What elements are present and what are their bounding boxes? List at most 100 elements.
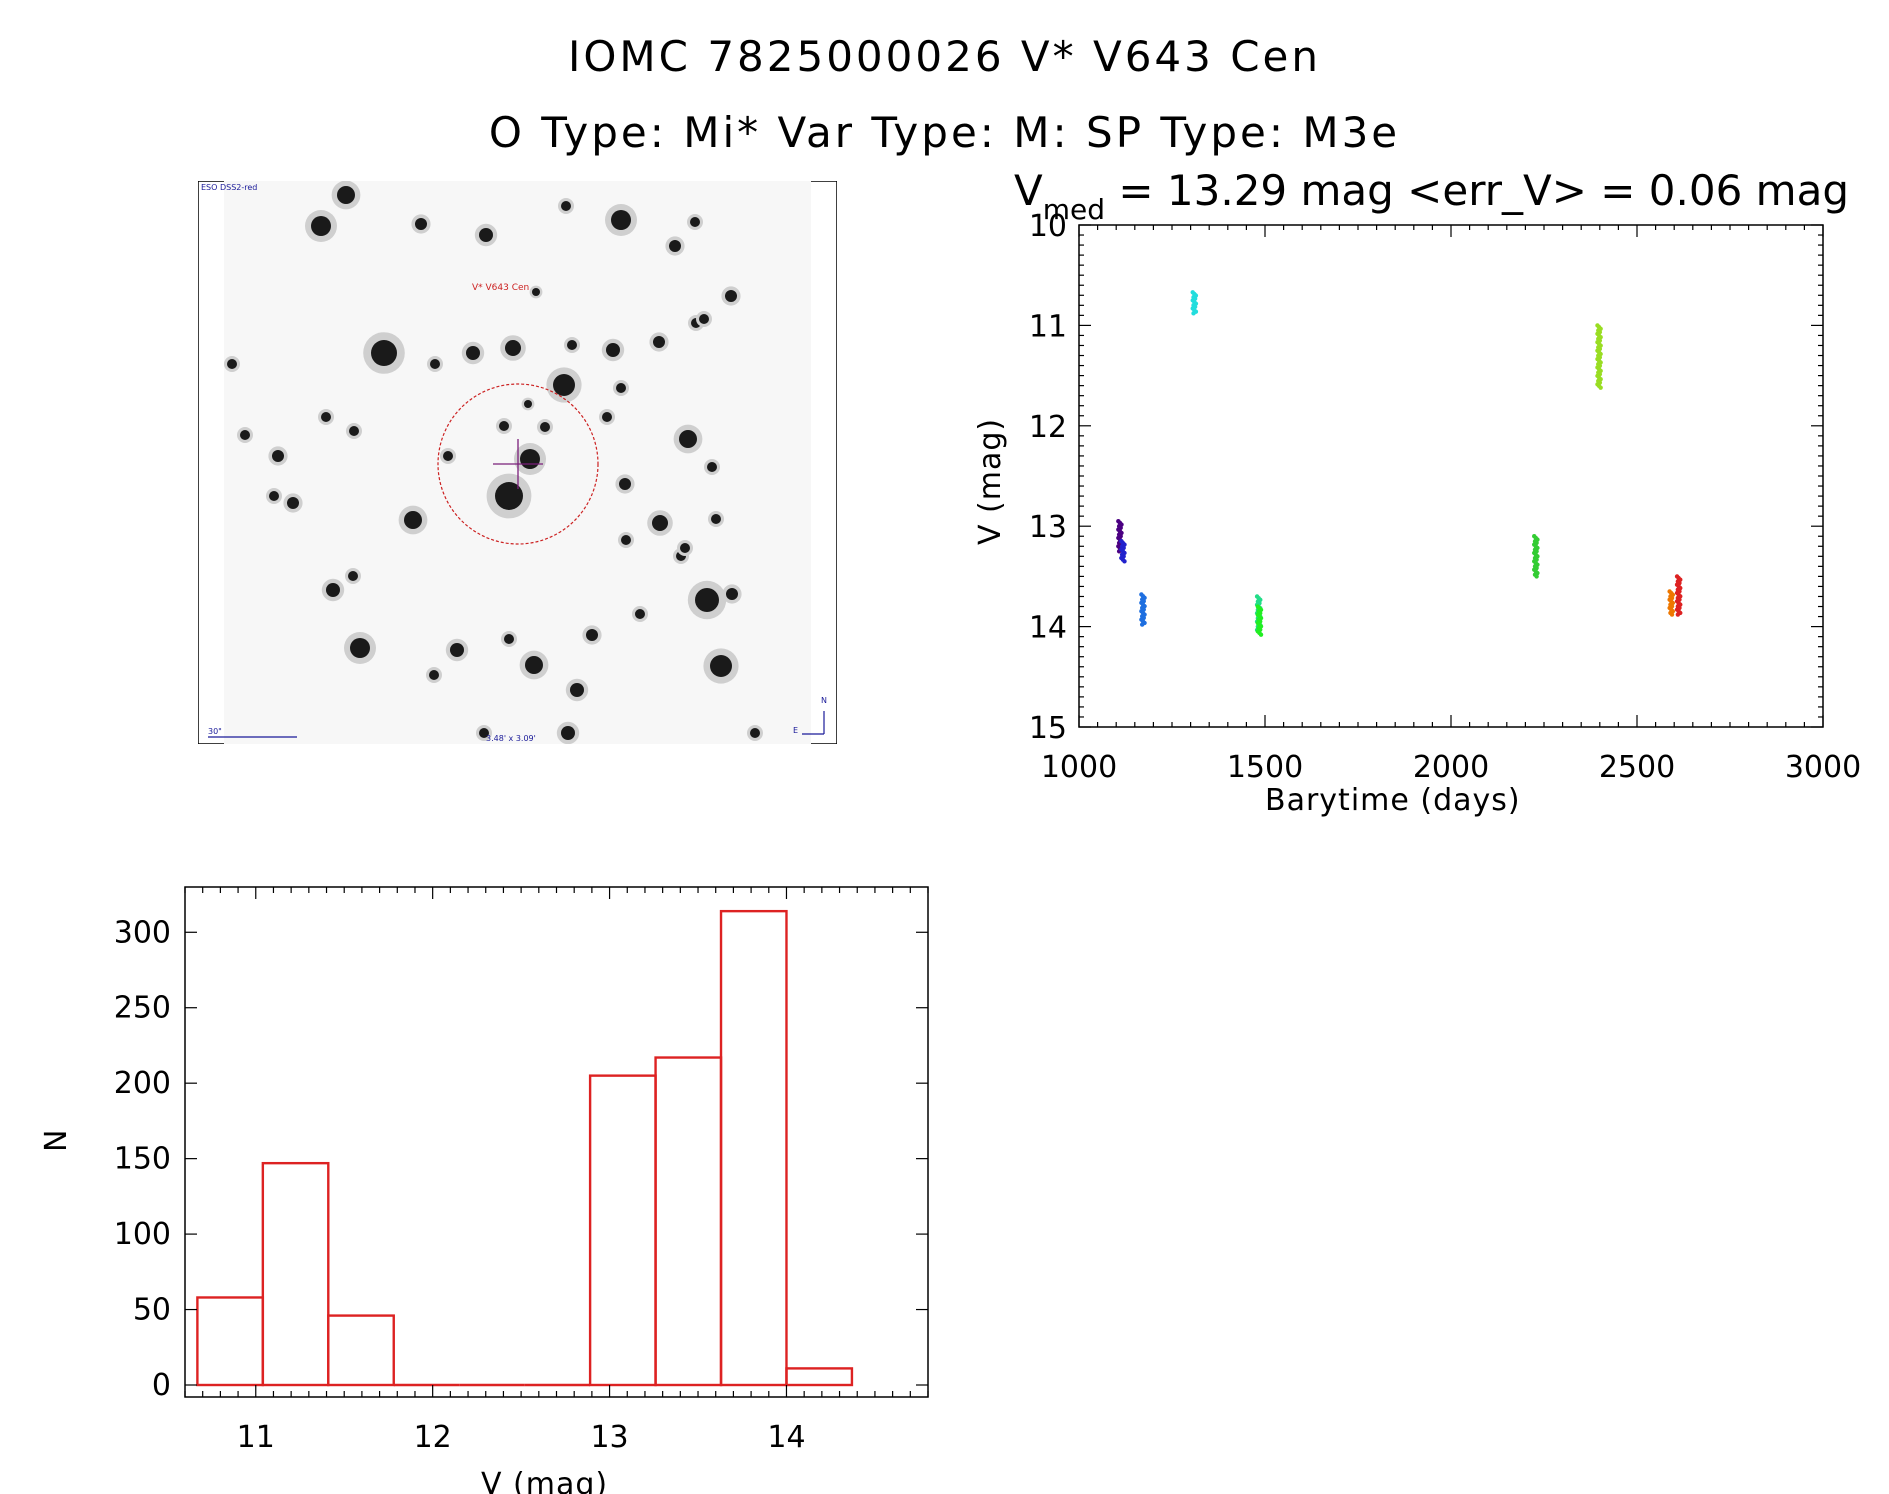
lc-data-point [1676, 584, 1681, 589]
lc-data-point [1535, 554, 1540, 559]
star-marker [321, 412, 331, 422]
star-marker [466, 346, 480, 360]
lc-data-point [1141, 615, 1146, 621]
lc-data-point [1192, 307, 1197, 313]
lc-data-point [1677, 597, 1682, 602]
lc-x-axis-label: Barytime (days) [1265, 783, 1521, 818]
star-marker [680, 543, 690, 553]
star-marker [652, 515, 668, 531]
lc-data-point [1676, 592, 1681, 597]
lc-x-tick-label: 1500 [1227, 750, 1303, 785]
lc-data-point [1532, 564, 1538, 569]
star-marker [669, 240, 681, 252]
star-marker [695, 588, 719, 612]
lc-data-point [1596, 370, 1601, 375]
lc-data-point [1595, 340, 1600, 345]
lc-data-point [1595, 331, 1600, 337]
lc-data-point [1122, 542, 1127, 547]
lc-data-point [1596, 350, 1602, 355]
lc-data-point [1534, 540, 1539, 546]
lc-data-point [1193, 301, 1199, 306]
lc-data-point [1140, 602, 1146, 607]
lc-data-point [1257, 609, 1262, 614]
lc-data-point [1595, 382, 1600, 387]
hist-bar [261, 1161, 330, 1387]
lc-data-point [1669, 590, 1674, 596]
lc-data-point [1191, 311, 1196, 316]
star-marker [404, 511, 422, 529]
lc-data-point [1595, 348, 1600, 353]
lc-data-point [1258, 614, 1263, 619]
lc-title-rest: = 13.29 mag <err_V> = 0.06 mag [1105, 166, 1849, 215]
star-marker [348, 571, 358, 581]
lc-data-point [1669, 599, 1674, 604]
lc-data-point [1258, 619, 1263, 624]
star-marker [240, 430, 250, 440]
lc-data-point [1254, 619, 1260, 624]
lc-data-point [1669, 604, 1675, 609]
lc-data-point [1254, 602, 1260, 608]
star-marker [726, 588, 738, 600]
lc-y-tick-label: 12 [1029, 410, 1067, 445]
star-marker [653, 336, 665, 348]
lc-data-point [1532, 539, 1538, 544]
lc-data-point [1535, 545, 1540, 551]
star-marker [540, 422, 550, 432]
lc-data-point [1117, 529, 1123, 534]
survey-label: ESO DSS2-red [201, 183, 257, 192]
compass-east-label: E [793, 726, 798, 735]
lc-data-point [1670, 592, 1676, 597]
lc-data-point [1258, 605, 1263, 611]
lc-data-point [1139, 600, 1144, 606]
lc-data-point [1597, 338, 1603, 343]
star-marker [561, 726, 575, 740]
lc-data-point [1532, 550, 1537, 556]
lc-data-point [1596, 336, 1601, 342]
lc-data-point [1192, 291, 1197, 297]
lc-data-point [1139, 605, 1145, 611]
compass-north-label: N [821, 696, 827, 705]
lc-data-point [1256, 595, 1261, 601]
lc-data-point [1117, 545, 1123, 551]
lc-data-point [1596, 345, 1601, 350]
lc-data-point [1116, 527, 1121, 532]
lc-data-point [1139, 622, 1145, 627]
lc-data-point [1256, 609, 1261, 614]
hist-x-tick-label: 11 [237, 1420, 275, 1455]
lc-data-point [1141, 607, 1146, 612]
star-marker [570, 683, 584, 697]
lc-data-point [1667, 605, 1672, 611]
lc-data-point [1595, 373, 1600, 379]
star-marker [287, 497, 299, 509]
lc-data-point [1139, 597, 1145, 602]
lc-data-point [1677, 589, 1682, 594]
lc-data-point [1669, 595, 1675, 601]
star-marker [430, 359, 440, 369]
lc-data-point [1667, 597, 1672, 602]
lc-data-point [1532, 572, 1538, 577]
title-line-2: O Type: Mi* Var Type: M: SP Type: M3e [488, 108, 1401, 157]
star-marker [707, 462, 717, 472]
lc-data-point [1258, 615, 1264, 621]
lc-data-point [1256, 604, 1261, 609]
lc-data-point [1596, 383, 1602, 389]
star-marker [326, 583, 340, 597]
lc-data-point [1674, 590, 1680, 596]
lc-data-point [1670, 609, 1676, 614]
lc-data-point [1117, 520, 1123, 526]
fov-label: 3.48' x 3.09' [486, 734, 536, 743]
lc-data-point [1192, 299, 1197, 305]
star-marker [679, 430, 697, 448]
lc-data-point [1142, 603, 1147, 609]
lc-data-point [1258, 622, 1263, 628]
lc-data-point [1535, 537, 1540, 542]
star-marker [524, 400, 532, 408]
lc-data-point [1596, 361, 1601, 367]
lc-data-point [1257, 622, 1262, 627]
lc-data-point [1116, 535, 1121, 541]
lc-data-point [1595, 323, 1600, 328]
lc-data-point [1255, 607, 1261, 613]
lc-data-point [1191, 303, 1196, 308]
lc-data-point [1139, 592, 1144, 597]
lc-data-point [1255, 612, 1261, 617]
